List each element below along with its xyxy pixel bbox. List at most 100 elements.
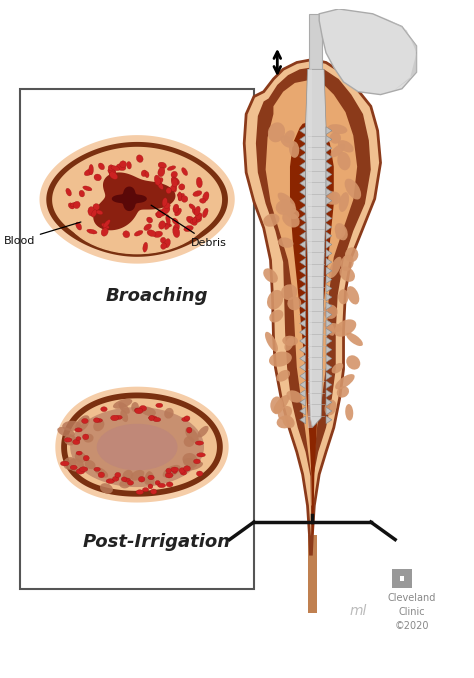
Ellipse shape — [173, 227, 180, 237]
Polygon shape — [326, 416, 332, 424]
Ellipse shape — [193, 191, 202, 197]
Ellipse shape — [109, 168, 116, 177]
Ellipse shape — [150, 489, 157, 494]
Ellipse shape — [143, 487, 149, 492]
Polygon shape — [300, 276, 306, 283]
Bar — [20, 89, 254, 589]
Ellipse shape — [93, 418, 100, 422]
Polygon shape — [300, 136, 306, 143]
Ellipse shape — [94, 467, 108, 478]
Ellipse shape — [70, 202, 79, 207]
Ellipse shape — [158, 483, 165, 487]
Ellipse shape — [141, 407, 156, 416]
Ellipse shape — [287, 296, 301, 311]
Ellipse shape — [184, 437, 194, 447]
Ellipse shape — [163, 465, 181, 478]
Polygon shape — [300, 153, 306, 161]
Polygon shape — [326, 144, 332, 152]
Ellipse shape — [263, 268, 278, 283]
Ellipse shape — [159, 221, 165, 229]
Ellipse shape — [63, 457, 76, 470]
Polygon shape — [300, 355, 306, 362]
Ellipse shape — [268, 122, 285, 142]
Ellipse shape — [193, 459, 201, 464]
Polygon shape — [326, 346, 332, 354]
Polygon shape — [326, 399, 332, 406]
Ellipse shape — [87, 229, 97, 234]
Text: Post-Irrigation: Post-Irrigation — [82, 534, 231, 551]
Ellipse shape — [286, 209, 300, 219]
Polygon shape — [300, 188, 306, 196]
Ellipse shape — [282, 336, 298, 346]
Ellipse shape — [192, 209, 198, 215]
Ellipse shape — [68, 203, 74, 209]
Polygon shape — [55, 386, 228, 502]
Ellipse shape — [135, 408, 141, 412]
Ellipse shape — [115, 415, 122, 420]
Ellipse shape — [146, 217, 153, 223]
Ellipse shape — [325, 191, 337, 205]
Polygon shape — [300, 337, 306, 345]
Ellipse shape — [71, 407, 203, 486]
Polygon shape — [300, 205, 306, 214]
Ellipse shape — [145, 172, 149, 178]
Ellipse shape — [76, 468, 85, 474]
Ellipse shape — [276, 200, 292, 215]
Polygon shape — [326, 214, 332, 222]
Ellipse shape — [73, 201, 80, 209]
Ellipse shape — [336, 227, 346, 239]
Ellipse shape — [110, 415, 118, 421]
Ellipse shape — [76, 451, 82, 455]
Ellipse shape — [70, 465, 77, 470]
Polygon shape — [326, 294, 332, 301]
Polygon shape — [308, 69, 312, 428]
Ellipse shape — [109, 172, 118, 180]
Text: ml: ml — [349, 603, 367, 618]
Polygon shape — [290, 121, 334, 535]
Ellipse shape — [324, 320, 335, 336]
Bar — [392, 569, 412, 576]
Polygon shape — [300, 319, 306, 327]
Ellipse shape — [195, 441, 204, 445]
Polygon shape — [300, 171, 306, 178]
Ellipse shape — [332, 363, 343, 374]
Ellipse shape — [325, 399, 337, 416]
Ellipse shape — [97, 424, 177, 470]
Ellipse shape — [156, 403, 163, 407]
Ellipse shape — [185, 427, 199, 443]
Ellipse shape — [289, 141, 299, 158]
Ellipse shape — [278, 193, 295, 209]
Ellipse shape — [162, 198, 167, 206]
Ellipse shape — [115, 473, 121, 477]
Polygon shape — [300, 363, 306, 371]
Ellipse shape — [62, 421, 81, 431]
Ellipse shape — [278, 237, 293, 248]
Ellipse shape — [346, 333, 363, 346]
Polygon shape — [93, 172, 175, 231]
Polygon shape — [300, 241, 306, 248]
Polygon shape — [300, 250, 306, 257]
Ellipse shape — [130, 470, 145, 481]
Ellipse shape — [194, 206, 200, 216]
Ellipse shape — [94, 467, 100, 471]
Ellipse shape — [323, 304, 337, 319]
Ellipse shape — [179, 184, 185, 190]
Ellipse shape — [183, 458, 197, 468]
Ellipse shape — [184, 416, 190, 420]
Ellipse shape — [325, 323, 342, 332]
Polygon shape — [306, 69, 326, 428]
Ellipse shape — [171, 172, 177, 178]
Ellipse shape — [101, 228, 108, 236]
Ellipse shape — [83, 434, 93, 443]
Ellipse shape — [171, 178, 179, 185]
Ellipse shape — [202, 208, 208, 218]
Polygon shape — [326, 197, 332, 205]
Ellipse shape — [127, 161, 131, 169]
Polygon shape — [326, 232, 332, 240]
Ellipse shape — [330, 144, 345, 157]
Ellipse shape — [164, 223, 170, 229]
Ellipse shape — [286, 203, 296, 214]
Ellipse shape — [265, 332, 278, 352]
Ellipse shape — [178, 193, 184, 201]
Ellipse shape — [120, 410, 128, 422]
